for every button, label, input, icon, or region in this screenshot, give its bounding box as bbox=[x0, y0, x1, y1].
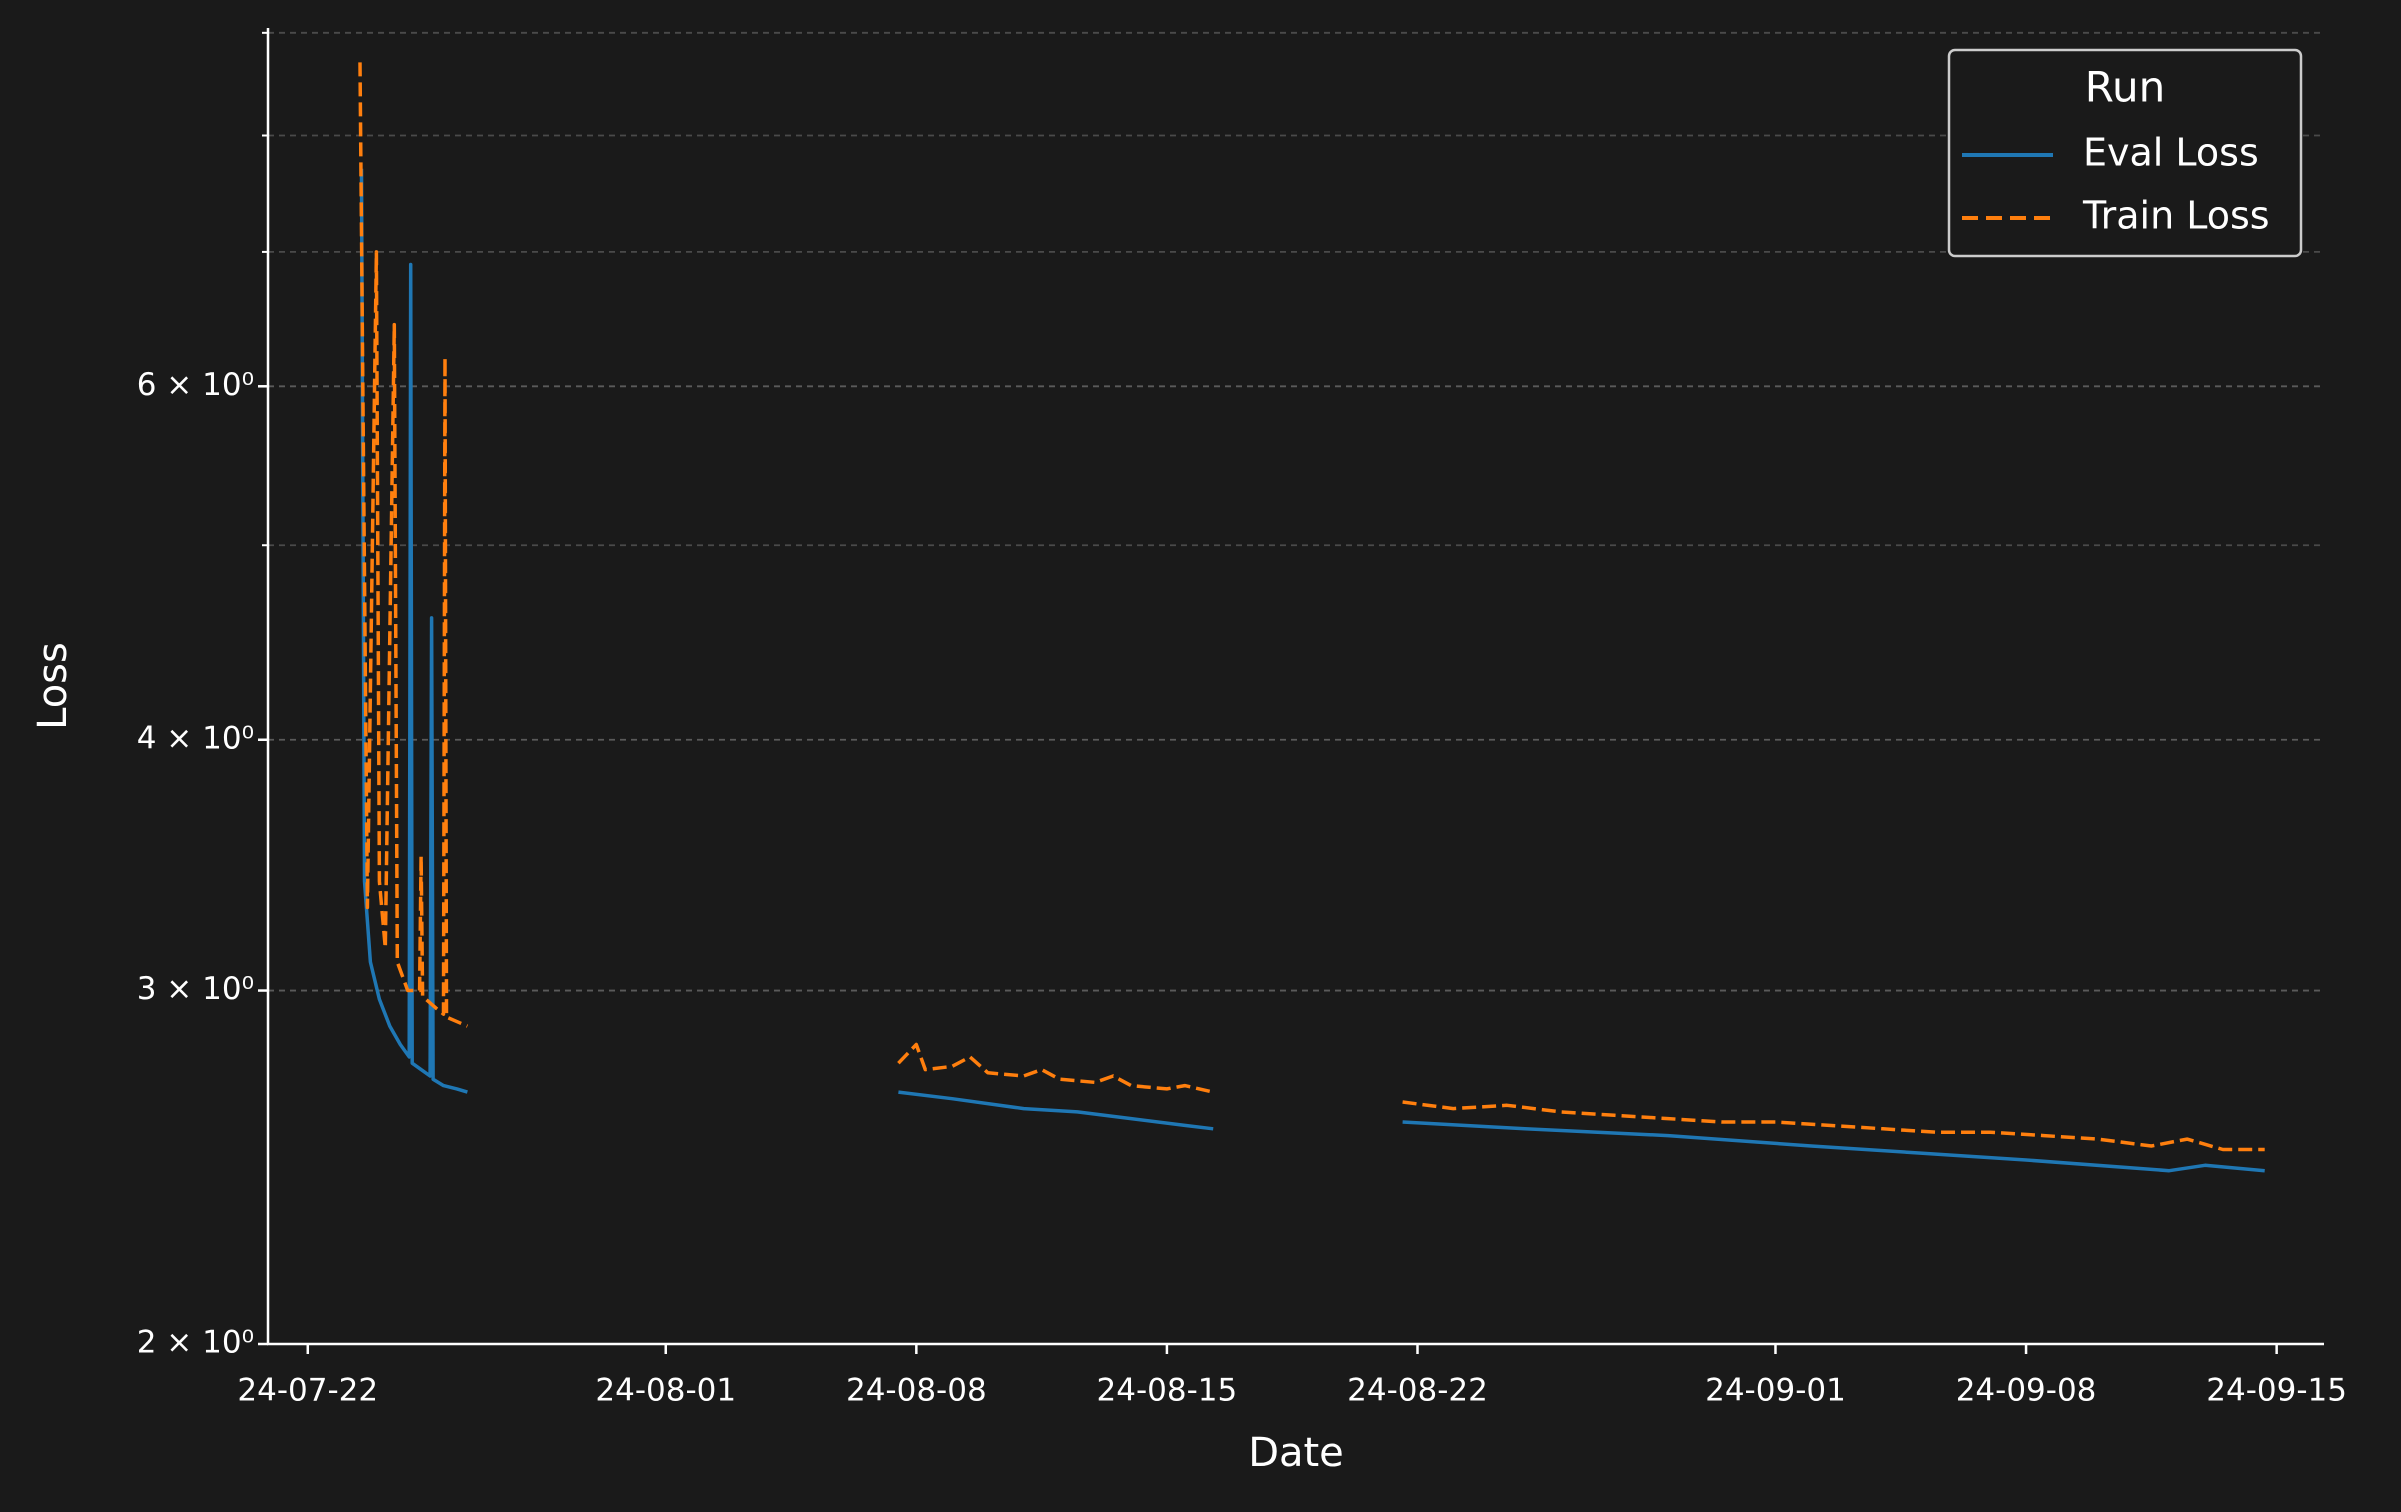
y-axis-label: Loss bbox=[30, 642, 76, 730]
x-tick-label: 24-08-15 bbox=[1097, 1373, 1238, 1409]
series-line bbox=[358, 62, 2265, 1152]
legend-label: Eval Loss bbox=[2083, 131, 2259, 175]
legend-label: Train Loss bbox=[2082, 194, 2270, 238]
x-tick-label: 24-08-22 bbox=[1347, 1373, 1488, 1409]
legend-title: Run bbox=[2085, 63, 2166, 112]
x-tick-label: 24-09-15 bbox=[2206, 1373, 2347, 1409]
legend-box bbox=[1947, 48, 2303, 258]
x-tick-label: 24-08-08 bbox=[846, 1373, 987, 1409]
y-tick-label: 3 × 10⁰ bbox=[137, 971, 254, 1007]
x-tick-label: 24-09-08 bbox=[1956, 1373, 2097, 1409]
grid bbox=[268, 31, 2324, 992]
y-tick-label: 4 × 10⁰ bbox=[137, 720, 254, 756]
x-tick-label: 24-09-01 bbox=[1705, 1373, 1846, 1409]
axes: 2 × 10⁰ 3 × 10⁰ 4 × 10⁰ 6 × 10⁰ 24-07-22 24-0… bbox=[137, 28, 2347, 1409]
legend: Run Eval Loss Train Loss bbox=[1947, 48, 2303, 258]
y-tick-label: 2 × 10⁰ bbox=[137, 1325, 254, 1361]
plot-lines bbox=[358, 62, 2265, 1173]
x-tick-label: 24-08-01 bbox=[595, 1373, 736, 1409]
x-axis-label: Date bbox=[1248, 1430, 1344, 1476]
x-tick-label: 24-07-22 bbox=[237, 1373, 378, 1409]
series-line bbox=[359, 168, 2265, 1173]
y-tick-label: 6 × 10⁰ bbox=[137, 367, 254, 403]
